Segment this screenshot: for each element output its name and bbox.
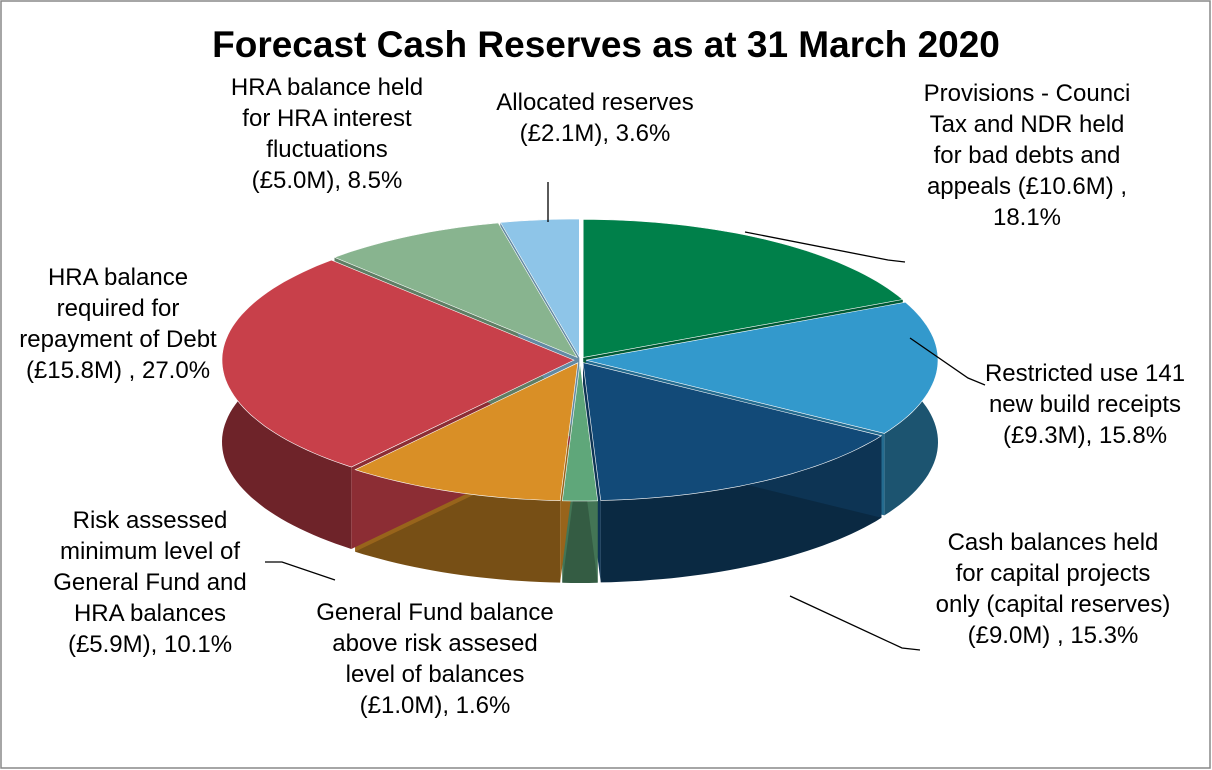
data-label: Risk assessed minimum level of General F… [28, 505, 273, 660]
value-label: 10.1% [163, 631, 233, 658]
value-label: 15.3% [1070, 622, 1139, 649]
category-label: Cash balances held for capital projects … [935, 529, 1171, 618]
value-label: 8.5% [347, 167, 403, 194]
category-label: HRA balance held for HRA interest fluctu… [230, 74, 424, 163]
category-label: Allocated reserves [496, 89, 694, 116]
amount-label: (£10.6M) , [1017, 173, 1128, 200]
data-label: General Fund balance above risk assesed … [313, 597, 558, 721]
category-label: Restricted use 141 new build receipts [984, 360, 1186, 418]
value-label: 15.8% [1098, 422, 1168, 449]
category-label: General Fund balance above risk assesed … [316, 599, 554, 688]
amount-label: (£5.0M), [251, 167, 341, 194]
data-label: Allocated reserves (£2.1M), 3.6% [495, 87, 695, 149]
data-label: HRA balance required for repayment of De… [11, 262, 226, 386]
slice [561, 362, 599, 502]
value-label: 1.6% [455, 692, 511, 719]
data-label: HRA balance held for HRA interest fluctu… [230, 72, 425, 196]
data-label: Restricted use 141 new build receipts (£… [980, 358, 1190, 451]
amount-label: (£1.0M), [359, 692, 449, 719]
slice [354, 362, 579, 501]
leader-line [265, 561, 336, 581]
slice [585, 301, 939, 434]
data-label: Cash balances held for capital projects … [931, 527, 1176, 651]
leader-lines [265, 182, 986, 651]
amount-label: (£9.0M) , [967, 622, 1064, 649]
slice [499, 218, 580, 359]
data-label: Provisions - Counci Tax and NDR held for… [920, 78, 1135, 233]
category-label: HRA balance required for repayment of De… [19, 264, 217, 353]
amount-label: (£15.8M) , [25, 357, 136, 384]
category-label: Risk assessed minimum level of General F… [53, 507, 247, 627]
amount-label: (£5.9M), [67, 631, 158, 658]
slice [582, 362, 883, 501]
value-label: 3.6% [615, 120, 671, 147]
slice [221, 259, 575, 468]
category-label: Provisions - Counci Tax and NDR held for… [923, 80, 1131, 200]
amount-label: (£2.1M), [519, 120, 609, 147]
amount-label: (£9.3M), [1002, 422, 1093, 449]
leader-line [789, 595, 921, 651]
value-label: 18.1% [992, 204, 1062, 231]
chart-title: Forecast Cash Reserves as at 31 March 20… [212, 24, 1000, 65]
leader-line [744, 231, 906, 263]
slice [333, 222, 578, 358]
slice [582, 219, 904, 358]
leader-line [909, 337, 986, 386]
value-label: 27.0% [141, 357, 211, 384]
slice-side [562, 500, 598, 583]
